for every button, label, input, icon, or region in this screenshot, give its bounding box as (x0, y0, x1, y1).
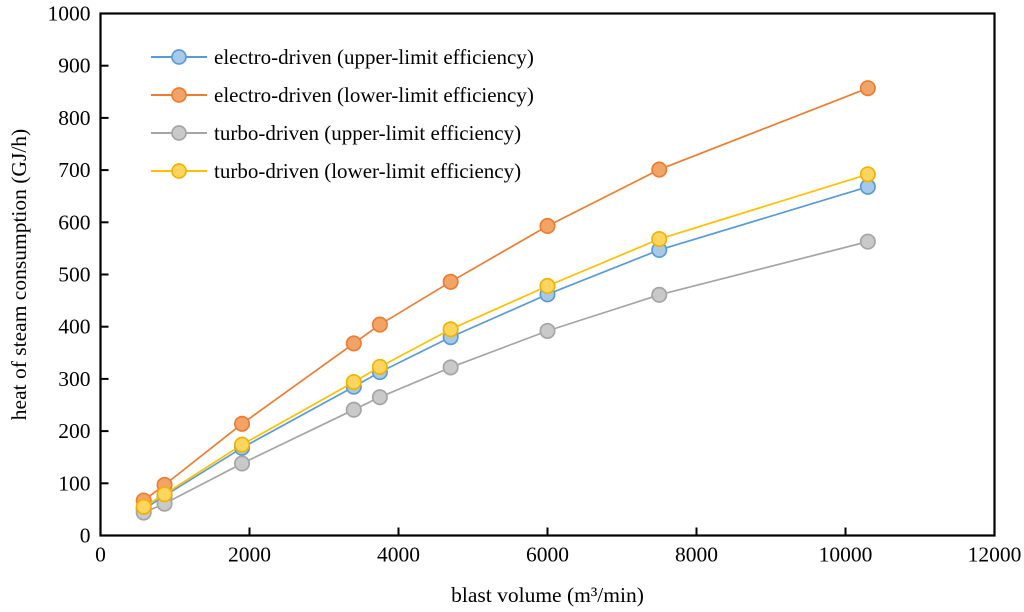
series-3-marker-5 (442, 321, 459, 338)
y-tick-label-100: 100 (58, 471, 90, 495)
y-tick-label-400: 400 (58, 315, 90, 339)
legend-entry-3: turbo-driven (lower-limit efficiency) (151, 159, 521, 183)
series-line-0 (143, 185, 869, 511)
x-axis-title: blast volume (m³/min) (451, 583, 644, 607)
series-1-marker-6 (539, 217, 556, 235)
series-1-marker-3 (345, 335, 362, 352)
series-2-marker-2 (234, 455, 251, 472)
x-tick-label-6000: 6000 (526, 543, 569, 567)
series-3-marker-7 (651, 230, 668, 248)
series-2-marker-7 (651, 286, 668, 303)
y-axis-title: heat of steam consumption (GJ/h) (7, 129, 31, 420)
series-3 (135, 166, 876, 515)
y-tick-label-1000: 1000 (48, 2, 91, 26)
series-line-2 (143, 240, 869, 514)
series-2 (135, 233, 876, 521)
series-1-marker-4 (371, 316, 388, 333)
x-tick-label-0: 0 (95, 543, 106, 567)
legend-entry-1: electro-driven (lower-limit efficiency) (151, 83, 534, 107)
y-tick-label-700: 700 (58, 158, 90, 182)
series-3-marker-0 (135, 498, 152, 515)
legend-marker-1 (171, 87, 187, 103)
x-tick-label-2000: 2000 (228, 543, 271, 567)
legend-marker-2 (171, 125, 187, 141)
series-2-marker-6 (539, 322, 556, 339)
series-3-marker-4 (371, 358, 388, 375)
x-tick-label-10000: 10000 (819, 543, 873, 567)
series-3-marker-2 (234, 436, 251, 453)
legend-marker-3 (171, 163, 187, 179)
legend-label-2: turbo-driven (upper-limit efficiency) (214, 121, 521, 145)
series-1-marker-2 (234, 415, 251, 432)
series-1-marker-7 (651, 161, 668, 178)
series-2-marker-4 (371, 389, 388, 406)
legend-label-1: electro-driven (lower-limit efficiency) (214, 83, 534, 107)
legend: electro-driven (upper-limit efficiency) e… (151, 45, 534, 183)
x-tick-label-12000: 12000 (968, 543, 1022, 567)
y-tick-label-900: 900 (58, 54, 90, 78)
y-tick-label-800: 800 (58, 106, 90, 130)
series-3-marker-3 (345, 373, 362, 391)
series-line-3 (143, 173, 869, 508)
series-1-marker-5 (442, 273, 459, 290)
legend-entry-2: turbo-driven (upper-limit efficiency) (151, 121, 521, 145)
series-2-marker-8 (859, 233, 876, 250)
series-1-marker-8 (859, 80, 876, 97)
x-tick-label-8000: 8000 (675, 543, 718, 567)
y-tick-label-200: 200 (58, 419, 90, 443)
series-1 (135, 80, 876, 509)
y-tick-label-600: 600 (58, 210, 90, 234)
legend-label-3: turbo-driven (lower-limit efficiency) (214, 159, 521, 183)
series-3-marker-1 (156, 486, 173, 503)
x-tick-label-4000: 4000 (377, 543, 420, 567)
y-tick-label-500: 500 (58, 263, 90, 287)
y-tick-label-0: 0 (80, 524, 91, 548)
legend-label-0: electro-driven (upper-limit efficiency) (214, 45, 534, 69)
series-2-marker-3 (345, 401, 362, 418)
y-tick-label-300: 300 (58, 367, 90, 391)
legend-marker-0 (171, 49, 187, 65)
series-3-marker-8 (859, 166, 876, 183)
legend-entry-0: electro-driven (upper-limit efficiency) (151, 45, 534, 69)
series-3-marker-6 (539, 277, 556, 295)
series-2-marker-5 (442, 359, 459, 376)
